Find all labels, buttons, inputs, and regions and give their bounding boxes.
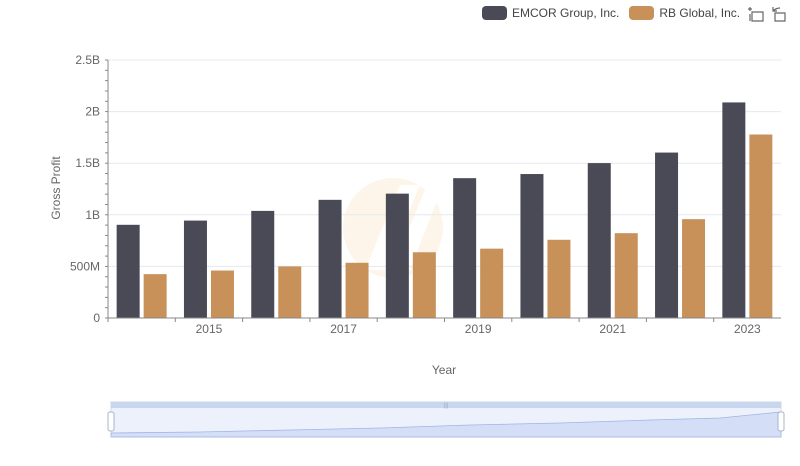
y-tick-label: 1B bbox=[85, 208, 100, 222]
legend-swatch-emcor bbox=[482, 6, 507, 20]
bar-rb-global-2018[interactable] bbox=[412, 252, 436, 318]
bars bbox=[116, 102, 773, 319]
bar-emcor-2017[interactable] bbox=[318, 199, 342, 318]
y-tick-label: 2.5B bbox=[75, 53, 100, 67]
zoom-handle-left[interactable] bbox=[107, 411, 115, 432]
y-axis: 0 500M 1B 1.5B 2B 2.5B bbox=[70, 53, 109, 325]
y-tick-label: 0 bbox=[93, 311, 100, 325]
x-axis-label: Year bbox=[432, 363, 456, 377]
bar-emcor-2022[interactable] bbox=[655, 152, 679, 318]
bar-emcor-2021[interactable] bbox=[587, 163, 611, 318]
bar-rb-global-2019[interactable] bbox=[480, 248, 504, 318]
x-tick-label: 2021 bbox=[599, 322, 626, 336]
zoom-top-bar[interactable] bbox=[111, 402, 781, 408]
bar-rb-global-2020[interactable] bbox=[547, 239, 571, 318]
zoom-handle-right[interactable] bbox=[777, 411, 785, 432]
legend-item-emcor[interactable]: EMCOR Group, Inc. bbox=[482, 6, 619, 20]
bar-emcor-2015[interactable] bbox=[183, 220, 207, 318]
bar-emcor-2018[interactable] bbox=[385, 193, 409, 318]
bar-rb-global-2017[interactable] bbox=[345, 262, 369, 318]
y-axis-label: Gross Profit bbox=[49, 156, 63, 220]
x-axis: 2015 2017 2019 2021 2023 bbox=[107, 317, 781, 336]
bar-rb-global-2021[interactable] bbox=[614, 233, 638, 318]
restore-icon[interactable] bbox=[769, 5, 787, 23]
bar-emcor-2019[interactable] bbox=[453, 178, 477, 318]
zoom-icon[interactable] bbox=[747, 5, 765, 23]
y-tick-label: 2B bbox=[85, 105, 100, 119]
legend-label-emcor: EMCOR Group, Inc. bbox=[512, 6, 620, 20]
zoom-grip[interactable]: ||| bbox=[444, 403, 449, 409]
bar-rb-global-2014[interactable] bbox=[143, 274, 167, 318]
y-tick-label: 500M bbox=[70, 259, 100, 273]
bar-rb-global-2016[interactable] bbox=[278, 266, 302, 318]
bar-rb-global-2022[interactable] bbox=[682, 219, 706, 318]
bar-rb-global-2023[interactable] bbox=[749, 134, 773, 318]
bar-emcor-2016[interactable] bbox=[251, 210, 275, 318]
legend: EMCOR Group, Inc. RB Global, Inc. bbox=[482, 4, 750, 22]
bar-emcor-2020[interactable] bbox=[520, 174, 544, 318]
zoom-preview-area bbox=[110, 411, 782, 438]
x-tick-label: 2015 bbox=[196, 322, 223, 336]
data-zoom-slider[interactable]: ||| bbox=[107, 401, 785, 438]
legend-swatch-rb-global bbox=[629, 6, 655, 20]
x-tick-label: 2017 bbox=[330, 322, 357, 336]
y-tick-label: 1.5B bbox=[75, 156, 100, 170]
legend-label-rb-global: RB Global, Inc. bbox=[659, 6, 741, 20]
grid-lines bbox=[108, 59, 781, 319]
bar-rb-global-2015[interactable] bbox=[210, 270, 234, 318]
x-tick-label: 2019 bbox=[465, 322, 492, 336]
bar-emcor-2023[interactable] bbox=[722, 102, 746, 319]
bar-emcor-2014[interactable] bbox=[116, 224, 140, 318]
x-tick-label: 2023 bbox=[734, 322, 761, 336]
legend-item-rb-global[interactable]: RB Global, Inc. bbox=[629, 6, 740, 20]
toolbox bbox=[747, 5, 791, 23]
